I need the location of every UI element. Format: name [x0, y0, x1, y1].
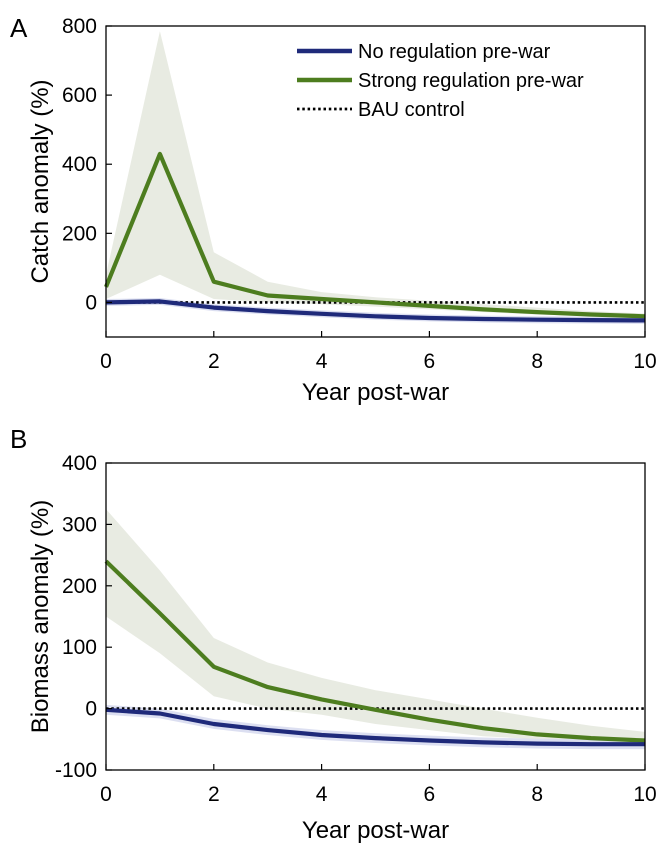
- panel-a-x-tick-label: 6: [424, 350, 436, 373]
- panel-b-confidence-bands: [106, 509, 645, 750]
- panel-a-axes-frame: [105, 25, 646, 338]
- panel-b-y-tick-label: -100: [55, 759, 97, 782]
- panel-b-y-tick-label: 200: [62, 575, 97, 598]
- panel-b-y-tick-label: 400: [62, 452, 97, 475]
- legend-label-strong-regulation: Strong regulation pre-war: [358, 70, 584, 92]
- panel-a: A 0 2 4 6 8 10 0 200 400 600 800 Year post-war Ca…: [10, 13, 657, 406]
- panel-b-x-tick-label: 6: [424, 783, 436, 806]
- panel-a-y-tick-label: 800: [62, 15, 97, 38]
- panel-b-y-axis-label: Biomass anomaly (%): [27, 500, 54, 733]
- panel-b-x-tick-label: 8: [531, 783, 543, 806]
- panel-a-x-tick-label: 2: [208, 350, 220, 373]
- panel-a-band-strong-regulation-pre-war: [106, 31, 645, 318]
- panel-a-y-ticks: 0 200 400 600 800: [62, 15, 112, 314]
- legend-label-no-regulation: No regulation pre-war: [358, 41, 551, 63]
- panel-a-x-ticks: 0 2 4 6 8 10: [100, 331, 657, 373]
- panel-b-y-ticks: -100 0 100 200 300 400: [55, 452, 112, 782]
- panel-b-x-tick-label: 4: [316, 783, 328, 806]
- panel-a-letter: A: [10, 13, 28, 43]
- panel-b-y-tick-label: 300: [62, 513, 97, 536]
- panel-b-line-strong-regulation-pre-war: [104, 559, 646, 743]
- panel-b-line-no-regulation-pre-war: [105, 707, 645, 747]
- legend-label-bau-control: BAU control: [358, 99, 465, 121]
- panel-a-x-tick-label: 0: [100, 350, 112, 373]
- panel-a-y-tick-label: 600: [62, 84, 97, 107]
- panel-b-axes-frame: [105, 462, 646, 771]
- panel-a-x-axis-label: Year post-war: [302, 379, 449, 406]
- panel-a-x-tick-label: 8: [531, 350, 543, 373]
- panel-a-lines: [104, 151, 646, 323]
- legend: No regulation pre-war Strong regulation …: [297, 41, 584, 121]
- panel-b-x-ticks: 0 2 4 6 8 10: [100, 764, 657, 806]
- panel-b-y-tick-label: 100: [62, 636, 97, 659]
- panel-b-x-tick-label: 2: [208, 783, 220, 806]
- panel-b-y-tick-label: 0: [85, 698, 97, 721]
- panel-a-y-axis-label: Catch anomaly (%): [27, 79, 54, 283]
- panel-b-x-tick-label: 0: [100, 783, 112, 806]
- panel-a-y-tick-label: 0: [85, 291, 97, 314]
- panel-a-x-tick-label: 10: [633, 350, 656, 373]
- panel-b-letter: B: [10, 424, 27, 454]
- panel-a-line-no-regulation-pre-war: [105, 299, 646, 323]
- panel-a-line-strong-regulation-pre-war: [104, 151, 646, 319]
- panel-a-x-tick-label: 4: [316, 350, 328, 373]
- panel-b-x-tick-label: 10: [633, 783, 656, 806]
- panel-a-y-tick-label: 200: [62, 222, 97, 245]
- panel-b-band-strong-regulation-pre-war: [106, 509, 645, 745]
- panel-b-x-axis-label: Year post-war: [302, 817, 449, 844]
- panel-a-y-tick-label: 400: [62, 153, 97, 176]
- panel-b-lines: [104, 559, 646, 747]
